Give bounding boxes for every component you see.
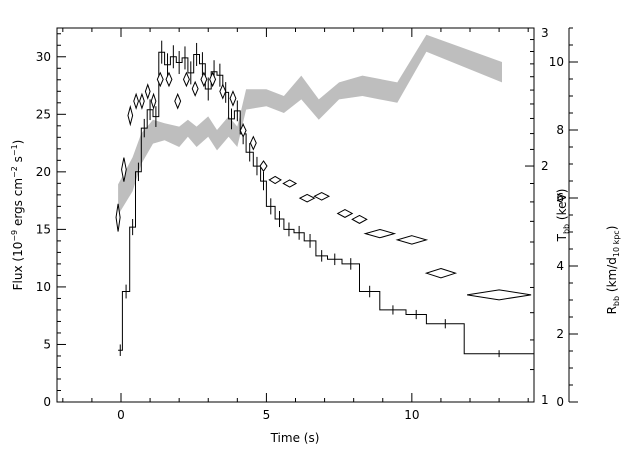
- r-label-unit-1: (km/d: [605, 257, 619, 296]
- y-axis-inner-right-label: Tbb (keV): [555, 189, 571, 243]
- y-left-tick-label: 30: [36, 50, 51, 64]
- y-right-tick-label: 3: [541, 26, 549, 40]
- y-left-tick-label: 15: [36, 222, 51, 236]
- y-left-tick-label: 20: [36, 165, 51, 179]
- y-left-label-part-4: ): [11, 140, 25, 145]
- temperature-diamond: [395, 235, 429, 245]
- x-tick-label: 5: [263, 408, 271, 422]
- y-outer-tick-label: 0: [556, 395, 564, 409]
- temperature-diamond: [424, 268, 458, 279]
- radius-band-layer: [118, 34, 502, 215]
- temperature-diamond: [174, 92, 182, 110]
- y-axis-outer-right: 0 2 4 6 8 10: [549, 27, 578, 409]
- x-axis: 0 5 10: [62, 28, 529, 422]
- y-left-label-part-1: Flux (10: [11, 242, 25, 291]
- temperature-diamond: [191, 80, 199, 97]
- y-right-tick-label: 2: [541, 159, 549, 173]
- y-axis-outer-right-label: Rbb (km/d10 kpc): [605, 226, 621, 315]
- t-label-unit: (keV): [555, 189, 569, 224]
- temperature-diamond: [282, 179, 298, 188]
- y-left-label-exp-3: −1: [10, 144, 19, 156]
- y-left-tick-label: 0: [43, 395, 51, 409]
- temperature-diamond: [363, 228, 397, 239]
- t-label-sub: bb: [562, 224, 571, 234]
- temperature-diamond: [351, 214, 368, 224]
- temperature-diamond: [139, 92, 145, 110]
- x-axis-label: Time (s): [270, 431, 320, 445]
- temperature-diamond: [467, 289, 532, 301]
- temperature-diamond: [115, 203, 121, 232]
- temperature-diamond: [313, 192, 331, 201]
- radius-band: [118, 34, 502, 215]
- temperature-diamond: [229, 90, 237, 107]
- temperature-diamond: [259, 160, 268, 173]
- temperature-diamond: [144, 83, 151, 100]
- y-right-tick-label: 1: [541, 393, 549, 407]
- y-axis-inner-right: 1 2 3: [525, 26, 549, 407]
- y-left-tick-label: 5: [43, 337, 51, 351]
- y-left-label-exp-1: −9: [10, 230, 19, 242]
- y-left-tick-label: 10: [36, 280, 51, 294]
- y-outer-tick-label: 2: [556, 327, 564, 341]
- y-outer-tick-label: 6: [556, 191, 564, 205]
- temperature-diamond: [127, 104, 134, 127]
- temperature-diamond-layer: [115, 71, 532, 301]
- y-outer-tick-label: 4: [556, 259, 564, 273]
- y-outer-tick-label: 8: [556, 123, 564, 137]
- temperature-diamond: [165, 71, 173, 88]
- temperature-diamond: [298, 193, 316, 203]
- temperature-diamond: [156, 71, 164, 88]
- t-label-main: T: [555, 233, 569, 242]
- temperature-diamond: [133, 92, 139, 110]
- temperature-diamond: [268, 175, 282, 185]
- temperature-diamond: [209, 71, 217, 88]
- r-label-main: R: [605, 306, 619, 314]
- x-tick-label: 0: [117, 408, 125, 422]
- temperature-diamond: [249, 135, 257, 151]
- y-left-label-part-2: ergs cm: [11, 178, 25, 230]
- y-axis-left: 0 5 10 15 20 25 30: [36, 33, 66, 409]
- y-left-label-exp-2: −2: [10, 166, 19, 178]
- temperature-diamond: [121, 157, 127, 182]
- x-tick-label: 10: [404, 408, 419, 422]
- temperature-diamond: [336, 208, 354, 218]
- y-left-tick-label: 25: [36, 107, 51, 121]
- r-label-unit-sub: 10 kpc: [612, 230, 621, 257]
- y-axis-left-label: Flux (10−9 ergs cm−2 s−1): [10, 140, 25, 291]
- r-label-unit-2: ): [605, 226, 619, 231]
- flux-step-layer: [118, 40, 534, 358]
- r-label-sub: bb: [612, 296, 621, 306]
- y-outer-tick-label: 10: [549, 55, 564, 69]
- temperature-diamond: [200, 71, 208, 88]
- temperature-diamond: [239, 123, 247, 138]
- temperature-diamond: [150, 92, 157, 110]
- temperature-diamond: [219, 83, 227, 100]
- temperature-diamond: [182, 71, 190, 88]
- y-left-label-part-3: s: [11, 156, 25, 166]
